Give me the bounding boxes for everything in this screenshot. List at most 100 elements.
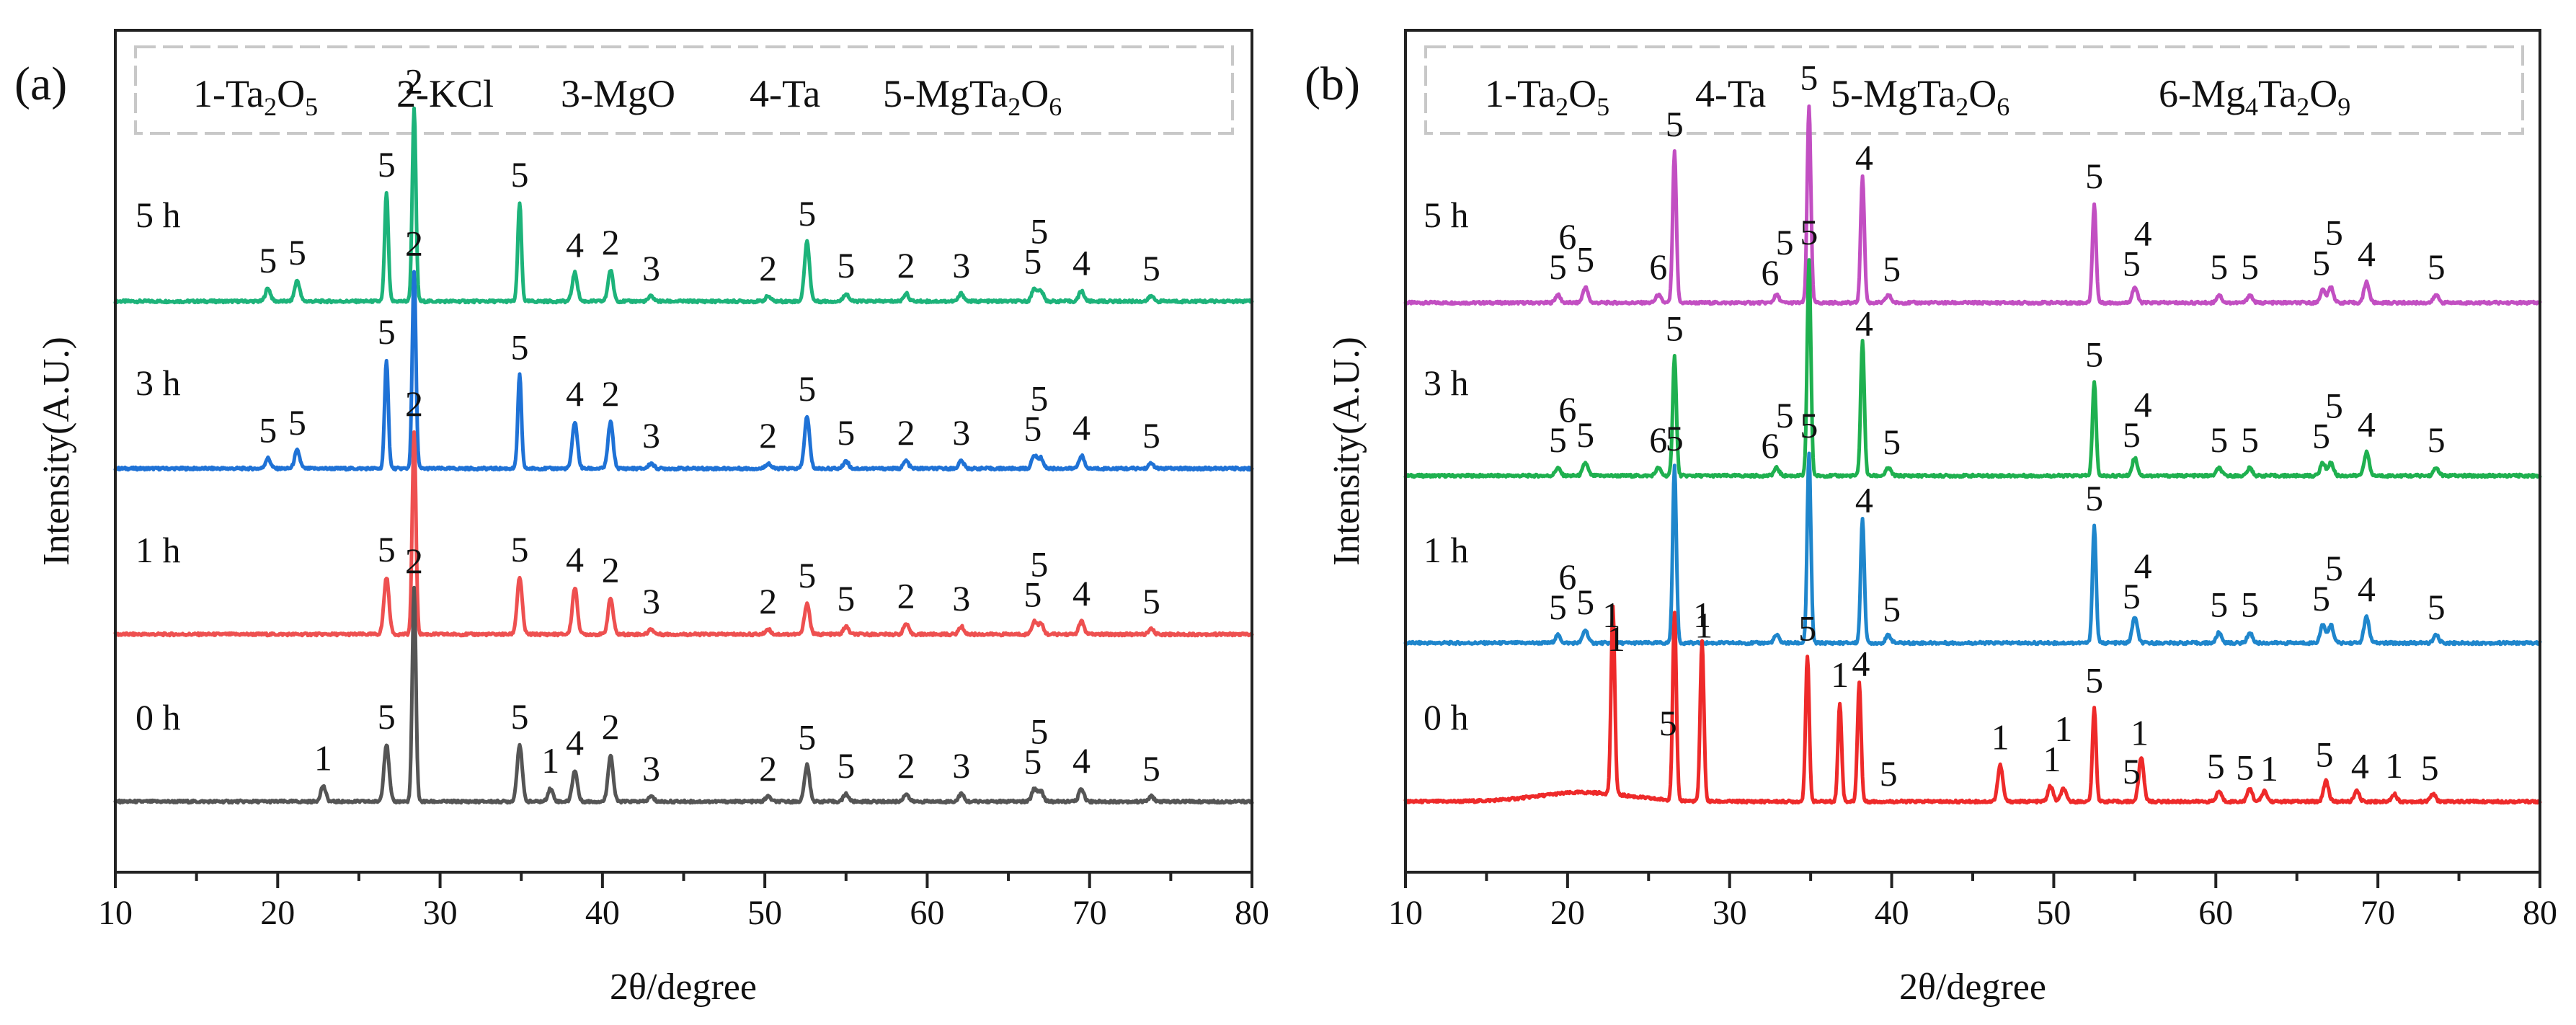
- peak-label: 5: [378, 144, 396, 185]
- peak-label: 5: [2428, 247, 2446, 287]
- peak-label: 1: [1693, 595, 1711, 635]
- peak-label: 4: [1855, 303, 1873, 343]
- peak-label: 5: [1023, 741, 1041, 781]
- peak-label: 1: [1602, 595, 1620, 635]
- peak-label: 5: [378, 696, 396, 737]
- peak-label: 2: [602, 550, 620, 590]
- legend-a: 1-Ta2O5 2-KCl 3-MgO 4-Ta 5-MgTa2O6: [134, 45, 1234, 135]
- peak-label: 5: [1880, 753, 1898, 794]
- series-b-1h: [1403, 451, 2542, 647]
- peak-label: 5: [1576, 582, 1594, 622]
- peak-label: 6: [1558, 216, 1576, 257]
- peak-label: 5: [2123, 751, 2141, 791]
- peak-label: 5: [288, 232, 306, 272]
- peak-label: 5: [2085, 334, 2103, 374]
- peak-label: 5: [2123, 414, 2141, 455]
- peak-label: 4: [566, 224, 584, 265]
- x-tick-label: 70: [1072, 894, 1107, 932]
- peak-label: 5: [2325, 385, 2343, 425]
- x-tick-label: 30: [1713, 894, 1747, 932]
- peak-label: 1: [1695, 605, 1713, 645]
- x-tick-label: 80: [2523, 894, 2557, 932]
- x-axis-title-b: 2θ/degree: [1899, 967, 2046, 1008]
- peak-label: 5: [837, 412, 855, 453]
- peak-label: 1: [1991, 717, 2009, 758]
- x-tick-label: 10: [98, 894, 133, 932]
- peak-label: 4: [1072, 740, 1091, 781]
- sample-label: 0 h: [136, 697, 181, 737]
- x-axis-title-a: 2θ/degree: [610, 967, 757, 1008]
- sample-label: 5 h: [136, 195, 181, 235]
- peak-label: 5: [1800, 405, 1818, 445]
- sample-label: 3 h: [136, 363, 181, 403]
- peak-label: 5: [1666, 308, 1684, 348]
- peak-label: 5: [1776, 395, 1794, 435]
- x-tick-label: 70: [2360, 894, 2395, 932]
- plot-frame-a: [114, 29, 1253, 874]
- peak-label: 5: [1023, 241, 1041, 281]
- peak-label: 3: [642, 415, 660, 456]
- sample-label: 3 h: [1424, 363, 1469, 403]
- plot-frame-b: [1404, 29, 2541, 874]
- peak-label: 5: [1030, 711, 1048, 751]
- peak-label: 5: [837, 245, 855, 285]
- series-a-1h: [113, 430, 1254, 638]
- peak-label: 1: [2043, 739, 2061, 779]
- peak-label: 4: [566, 373, 584, 414]
- peak-label: 1: [1831, 655, 1849, 695]
- peak-label: 5: [1576, 239, 1594, 279]
- peak-label: 5: [2123, 243, 2141, 283]
- peak-label: 2: [897, 412, 915, 453]
- peak-label: 1: [2131, 713, 2149, 753]
- peak-label: 5: [1549, 587, 1567, 627]
- peak-label: 5: [2123, 576, 2141, 616]
- peak-label: 2: [759, 581, 777, 621]
- peak-label: 5: [510, 154, 528, 195]
- peak-label: 6: [1761, 425, 1779, 466]
- peak-label: 3: [952, 245, 970, 285]
- peak-label: 2: [897, 576, 915, 616]
- panel-b: (b) 1-Ta2O5 4-Ta 5-MgTa2O6 6-Mg4Ta2O9 56…: [1305, 29, 2557, 1008]
- peak-label: 5: [1659, 703, 1677, 743]
- legend-box-b: [1424, 45, 2524, 135]
- peak-label: 4: [1855, 137, 1873, 177]
- peak-label: 5: [837, 745, 855, 786]
- peak-label: 5: [2241, 247, 2259, 287]
- peak-label: 5: [2207, 746, 2225, 786]
- legend-b: 1-Ta2O5 4-Ta 5-MgTa2O6 6-Mg4Ta2O9: [1424, 45, 2524, 135]
- series-a-5h: [113, 106, 1254, 305]
- x-tick-label: 20: [1550, 894, 1585, 932]
- legend-b-entry-2: 4-Ta: [1695, 72, 1766, 115]
- peak-label: 3: [642, 581, 660, 621]
- legend-a-entry-4: 4-Ta: [750, 72, 820, 115]
- peak-label: 1: [2054, 709, 2072, 749]
- peak-label: 5: [2210, 585, 2228, 625]
- panel-label-b: (b): [1305, 58, 1360, 110]
- peak-label: 2: [759, 248, 777, 288]
- peak-label: 5: [259, 240, 277, 280]
- peak-label: 4: [2358, 234, 2376, 274]
- peak-label: 4: [1072, 407, 1091, 448]
- peak-label: 2: [405, 541, 423, 581]
- peak-label: 5: [1030, 378, 1048, 418]
- peak-label: 5: [1666, 104, 1684, 144]
- peak-label: 4: [2134, 213, 2152, 253]
- peak-label: 5: [837, 578, 855, 618]
- peak-label: 5: [798, 717, 816, 758]
- panel-label-a: (a): [14, 58, 67, 110]
- peak-label: 5: [2312, 242, 2330, 283]
- sample-label: 1 h: [136, 530, 181, 570]
- peak-label: 5: [1023, 408, 1041, 448]
- sample-labels-b: 5 h 3 h 1 h 0 h: [1424, 195, 1469, 737]
- legend-a-entry-3: 3-MgO: [561, 72, 675, 115]
- peak-label: 5: [1142, 581, 1160, 621]
- peak-label: 5: [378, 311, 396, 352]
- peak-label: 4: [2358, 404, 2376, 445]
- x-tick-label: 40: [1875, 894, 1909, 932]
- peak-label: 5: [2428, 587, 2446, 627]
- peak-label: 5: [510, 696, 528, 737]
- peak-label: 5: [1142, 748, 1160, 789]
- peak-label: 2: [405, 383, 423, 424]
